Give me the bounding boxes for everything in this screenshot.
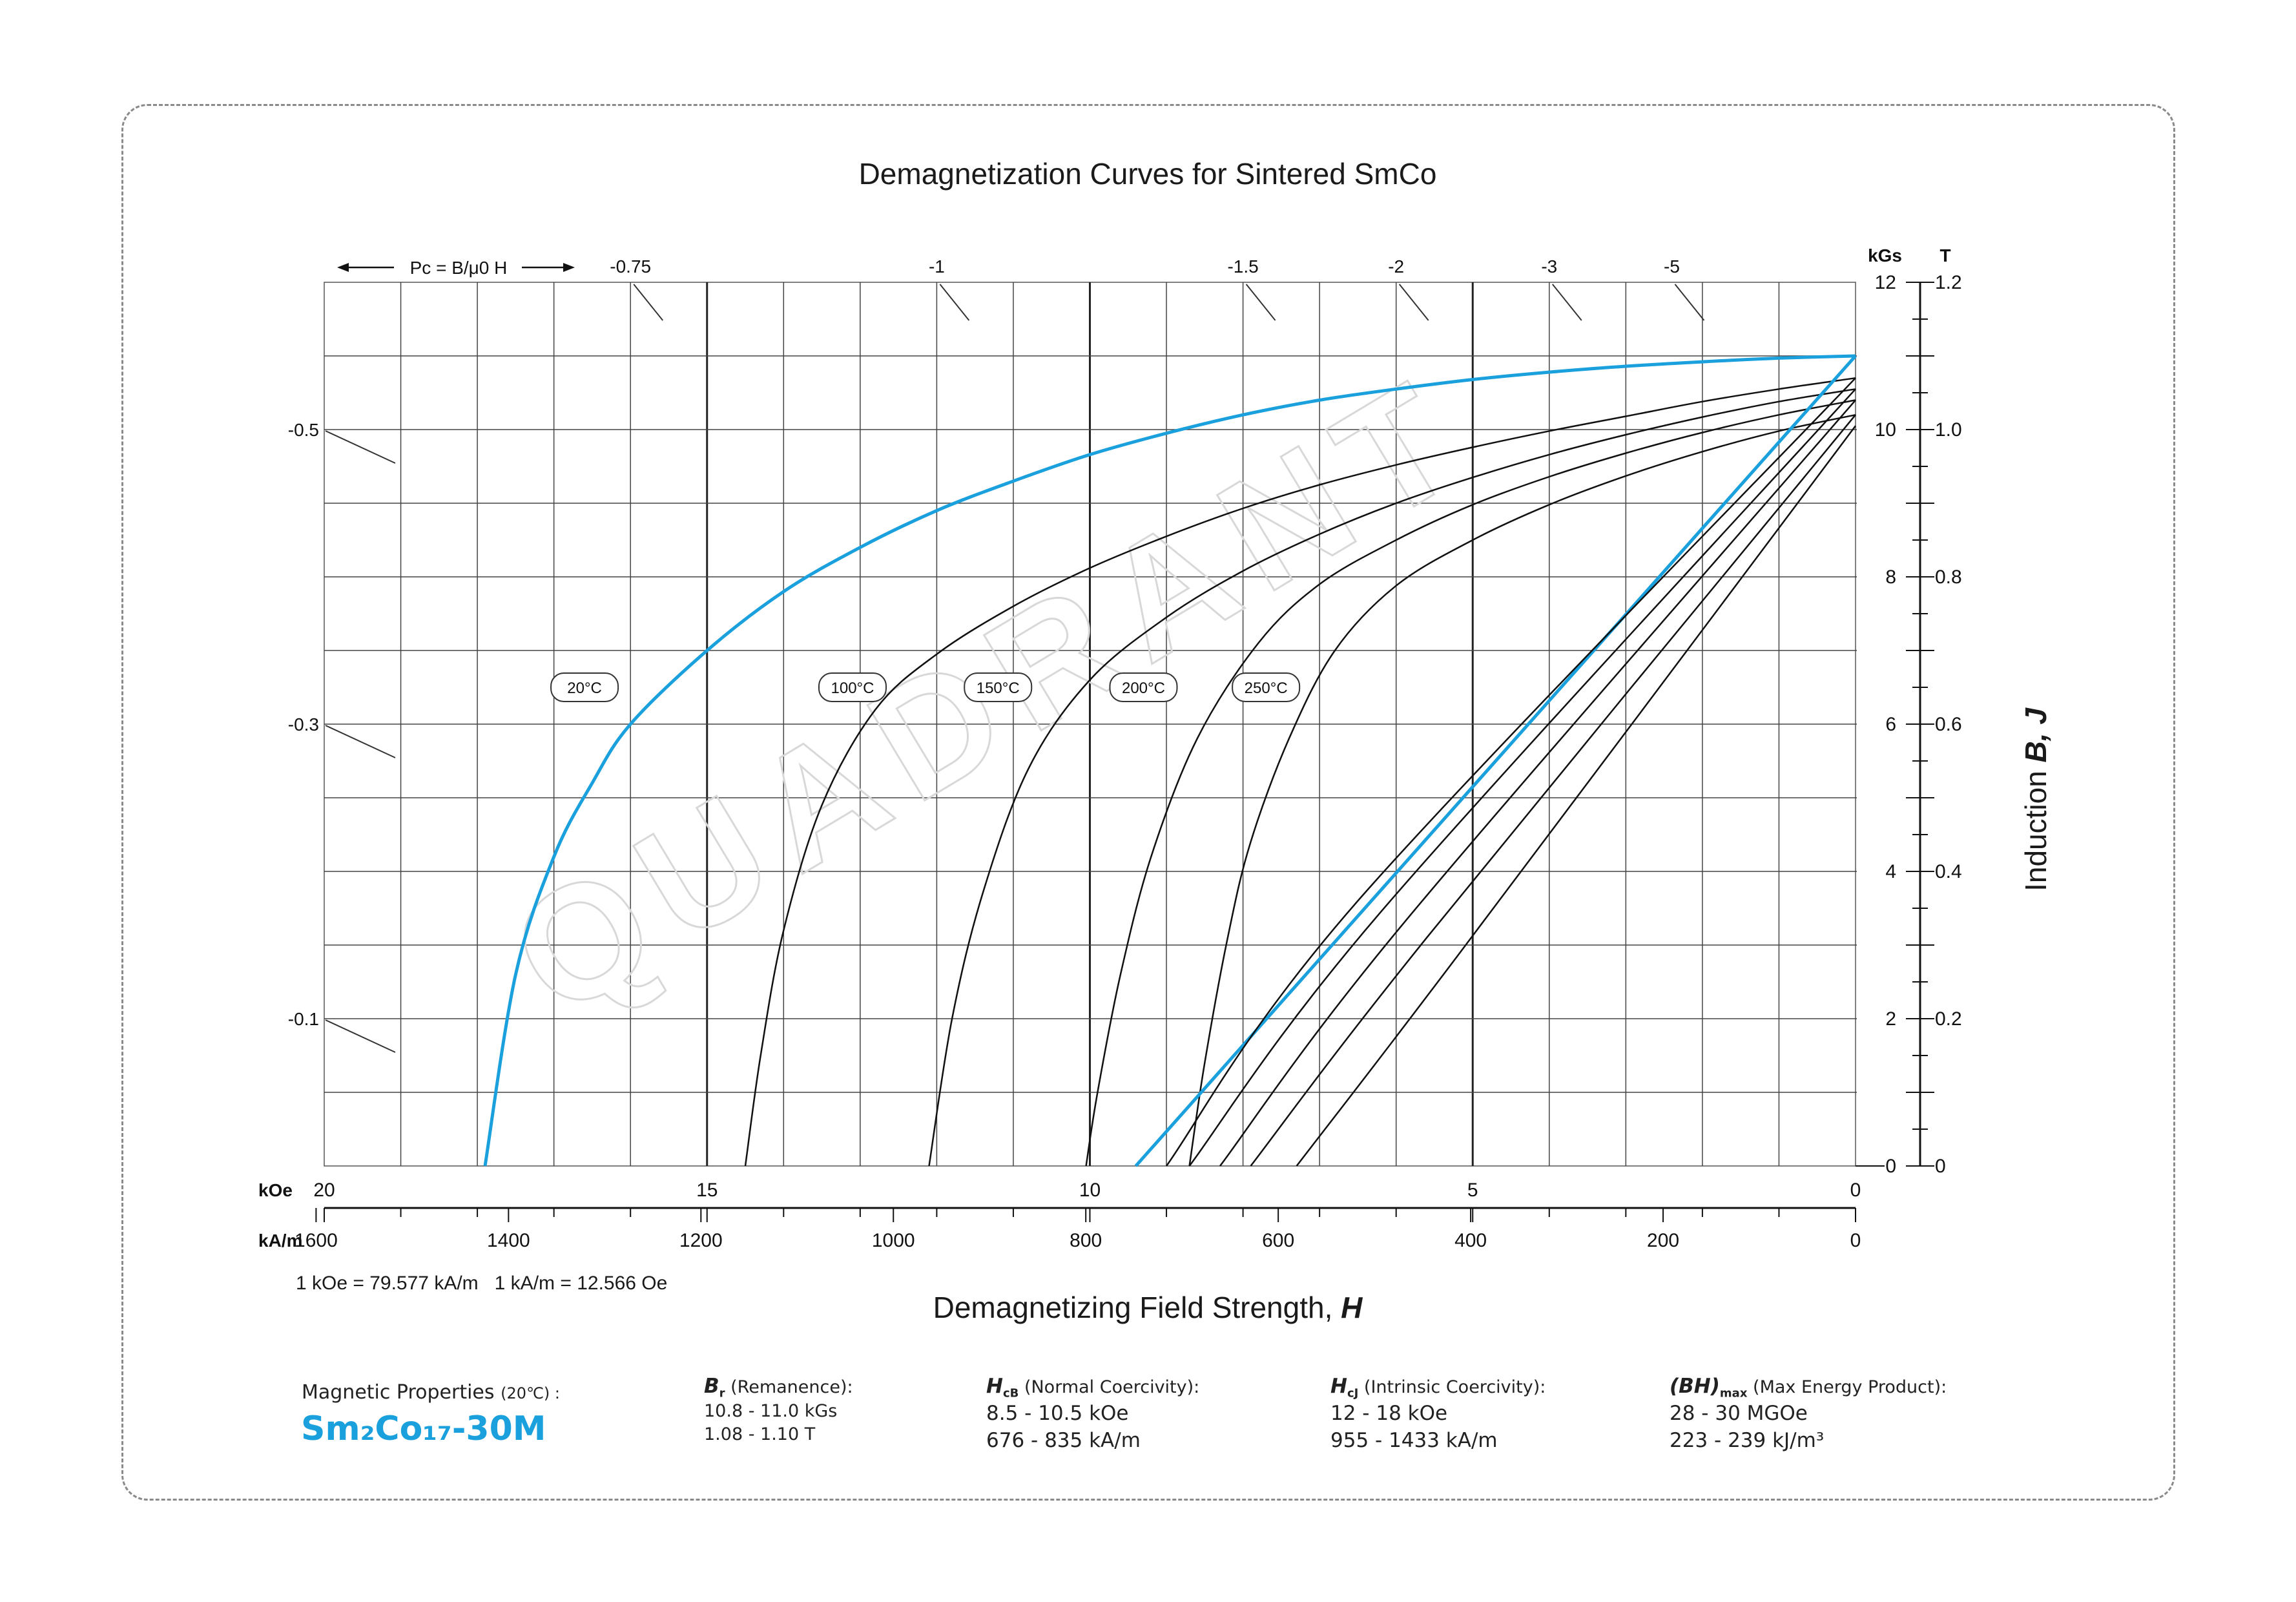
x-tick-label-koe: 20 <box>313 1180 335 1201</box>
y-tick-label-kgs: 6 <box>1885 714 1896 735</box>
pc-label-left: -0.3 <box>288 714 319 734</box>
x-tick-label-koe: 5 <box>1467 1180 1478 1201</box>
series-B-100c <box>1165 377 1856 1167</box>
series-B-250c <box>1250 414 1856 1167</box>
pc-tick-top <box>1398 284 1429 321</box>
pc-tick-left <box>325 1019 396 1053</box>
pc-label-top: -0.75 <box>610 256 651 276</box>
prop-max-energy-product: (BH)max (Max Energy Product): 28 - 30 MG… <box>1670 1375 1947 1453</box>
y-unit-t: T <box>1939 245 1950 265</box>
pc-label-top: -2 <box>1388 256 1404 276</box>
series-J-200c <box>1085 399 1856 1167</box>
curve-label: 150°C <box>977 680 1020 697</box>
chart-series <box>483 354 1857 1167</box>
y-unit-kgs: kGs <box>1868 245 1902 265</box>
pc-label-top: -1.5 <box>1227 256 1258 276</box>
series-J-150c <box>928 388 1856 1167</box>
x-unit-koe: kOe <box>258 1180 293 1200</box>
y-tick-label-kgs: 0 <box>1885 1156 1896 1177</box>
y-tick-label-t: 0.8 <box>1935 567 1962 588</box>
permeance-lines: Pc = B/μ0 H -0.75 -1 -1.5 -2 -3 -5 -0.5 -0.3 -0.1 <box>288 256 1705 1053</box>
pc-tick-top <box>1552 284 1582 321</box>
x-tick-label-kam: 1200 <box>679 1230 723 1251</box>
x-axis-label: Demagnetizing Field Strength, H <box>933 1291 1363 1324</box>
x-unit-kam: kA/m <box>258 1231 302 1251</box>
curve-label: 100°C <box>831 680 874 697</box>
curve-label-box <box>818 672 887 702</box>
prop-intrinsic-coercivity: HcJ (Intrinsic Coercivity): 12 - 18 kOe … <box>1330 1375 1546 1453</box>
series-J-100c <box>744 377 1856 1167</box>
magnetic-properties-label: Magnetic Properties (20℃) : <box>302 1381 561 1404</box>
x-tick-label-kam: 1000 <box>872 1230 915 1251</box>
curve-label: 20°C <box>567 680 602 697</box>
grade-name: Sm₂Co₁₇-30M <box>301 1410 546 1448</box>
pc-tick-top <box>1674 284 1705 321</box>
series-J-250c <box>1188 413 1856 1167</box>
pc-arrow-right-head <box>563 263 575 272</box>
pc-tick-top <box>939 284 970 321</box>
y-tick-label-kgs: 10 <box>1875 419 1896 441</box>
curve-label-box <box>964 672 1033 702</box>
curve-label-box <box>550 672 619 702</box>
conversion-note: 1 kOe = 79.577 kA/m 1 kA/m = 12.566 Oe <box>296 1273 667 1294</box>
series-B-20c <box>1134 355 1857 1167</box>
pc-label-top: -1 <box>929 256 945 276</box>
pc-label-top: -5 <box>1664 256 1680 276</box>
card-frame <box>121 104 2175 1501</box>
series-B-200c <box>1219 399 1856 1167</box>
chart-grid <box>324 282 1857 1167</box>
curve-labels: 20°C 100°C 150°C 200°C 250°C <box>550 672 1301 702</box>
y-tick-label-kgs: 4 <box>1885 861 1896 882</box>
series-J-20c <box>483 354 1856 1167</box>
pc-tick-left <box>325 725 396 758</box>
curve-label: 250°C <box>1245 680 1288 697</box>
y-tick-label-t: 1.2 <box>1935 272 1962 293</box>
y-tick-label-kgs: 2 <box>1885 1008 1896 1030</box>
pc-arrow-left-head <box>337 263 349 272</box>
x-tick-label-koe: 0 <box>1850 1180 1861 1201</box>
curve-label-box <box>1109 672 1178 702</box>
x-tick-label-koe: 15 <box>696 1180 718 1201</box>
pc-label-left: -0.1 <box>288 1009 319 1029</box>
y-tick-label-kgs: 12 <box>1875 272 1896 293</box>
x-tick-label-kam: 800 <box>1070 1230 1102 1251</box>
pc-label-left: -0.5 <box>288 420 319 440</box>
pc-tick-top <box>633 284 663 321</box>
y-tick-label-t: 0.2 <box>1935 1008 1962 1030</box>
y-tick-label-kgs: 8 <box>1885 567 1896 588</box>
y-tick-label-t: 0.6 <box>1935 714 1962 735</box>
series-B-extra <box>1296 425 1856 1167</box>
pc-label-top: -3 <box>1541 256 1557 276</box>
x-tick-label-kam: 1400 <box>487 1230 530 1251</box>
prop-remanence: Br (Remanence): 10.8 - 11.0 kGs 1.08 - 1… <box>704 1375 853 1445</box>
curve-label-box <box>1232 672 1301 702</box>
x-tick-label-kam: 600 <box>1262 1230 1294 1251</box>
curve-label: 200°C <box>1122 680 1165 697</box>
x-tick-label-kam: 400 <box>1454 1230 1487 1251</box>
pc-tick-top <box>1245 284 1276 321</box>
x-tick-label-kam: 1600 <box>295 1230 338 1251</box>
y-axis-label: Induction B, J <box>2019 707 2053 891</box>
y-tick-label-t: 0 <box>1935 1156 1946 1177</box>
series-B-150c <box>1188 388 1856 1167</box>
x-tick-label-kam: 0 <box>1850 1230 1861 1251</box>
pc-header: Pc = B/μ0 H <box>410 258 508 278</box>
prop-normal-coercivity: HcB (Normal Coercivity): 8.5 - 10.5 kOe … <box>986 1375 1200 1453</box>
y-tick-label-t: 0.4 <box>1935 861 1962 882</box>
pc-tick-left <box>325 430 396 464</box>
x-tick-label-koe: 10 <box>1079 1180 1101 1201</box>
chart-title: Demagnetization Curves for Sintered SmCo <box>859 157 1437 191</box>
y-tick-label-t: 1.0 <box>1935 419 1962 441</box>
x-tick-label-kam: 200 <box>1647 1230 1679 1251</box>
